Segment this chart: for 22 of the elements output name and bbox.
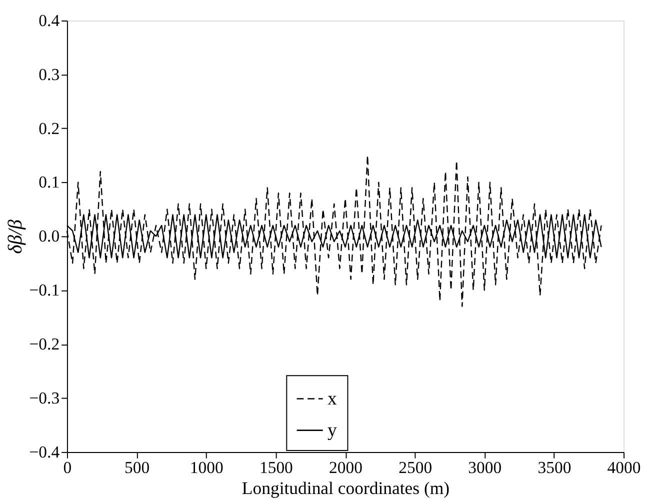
y-tick-label: −0.3 [29,388,60,408]
x-tick-label: 500 [124,458,150,478]
y-tick-label: 0.3 [38,64,60,84]
y-tick-label: 0.2 [38,118,60,138]
y-tick-label: 0.1 [38,172,60,192]
x-tick-label: 4000 [607,458,641,478]
y-tick-label: −0.2 [29,334,60,354]
y-axis-title: δβ/β [4,219,26,254]
x-tick-label: 0 [63,458,72,478]
x-tick-label: 3500 [538,458,572,478]
x-tick-label: 1500 [259,458,293,478]
y-tick-label: −0.4 [29,442,60,462]
x-tick-label: 2000 [329,458,362,478]
legend-label: x [328,388,338,410]
x-tick-label: 2500 [398,458,432,478]
y-tick-label: −0.1 [29,280,60,300]
y-tick-label: 0.4 [38,10,60,30]
x-axis-title: Longitudinal coordinates (m) [242,478,450,498]
legend-label: y [328,420,338,442]
y-tick-label: 0.0 [38,226,60,246]
x-tick-label: 1000 [190,458,224,478]
x-tick-label: 3000 [468,458,502,478]
